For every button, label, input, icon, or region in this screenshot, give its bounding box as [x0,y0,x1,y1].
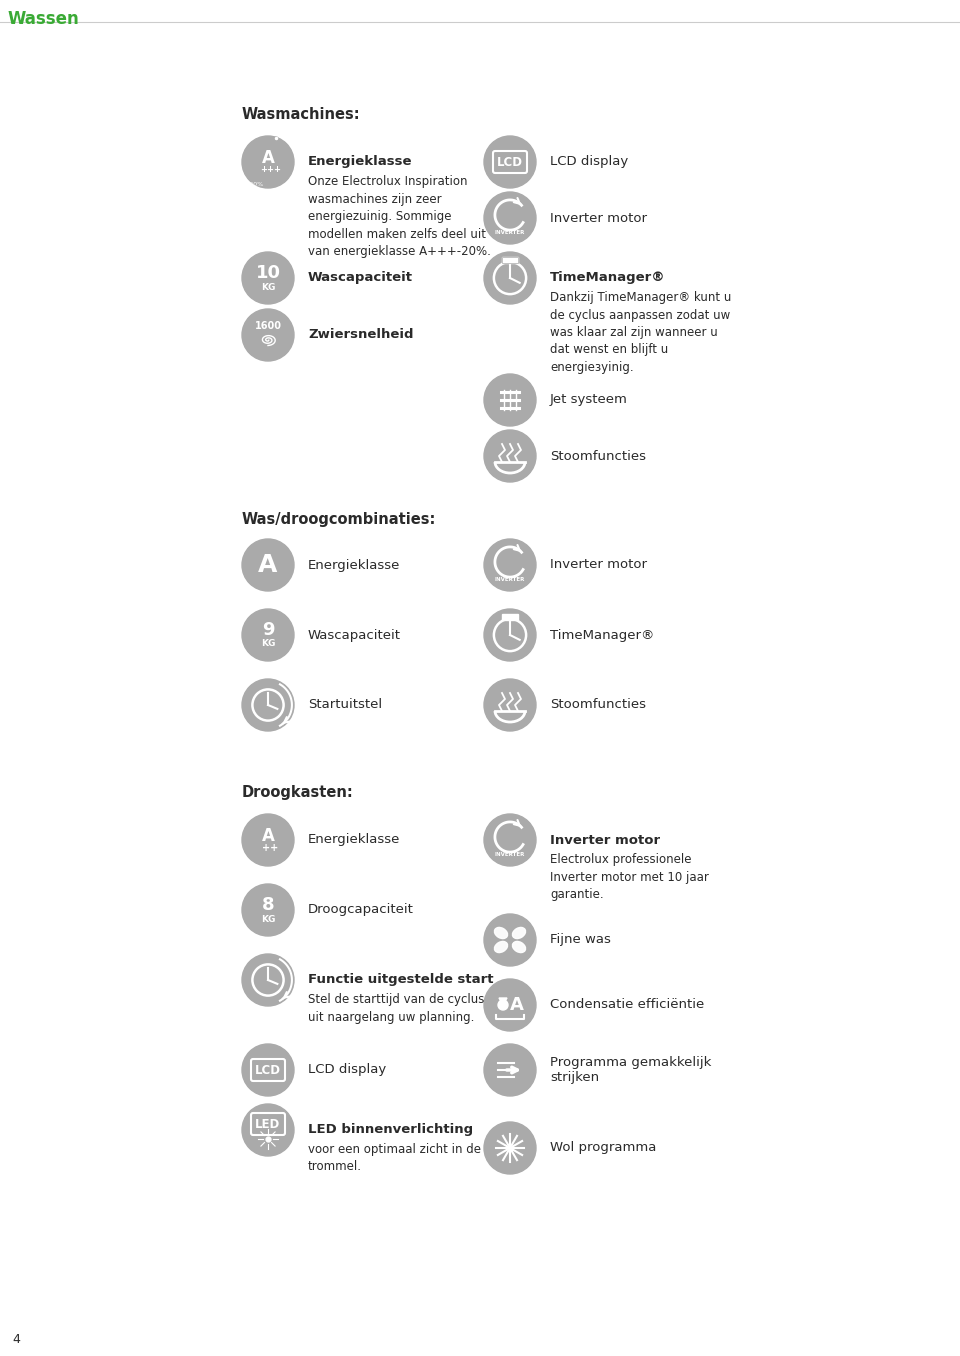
Text: -20%: -20% [248,182,264,187]
Circle shape [484,430,536,481]
Text: LED: LED [255,1117,280,1131]
Circle shape [242,252,294,304]
Text: Zwiersnelheid: Zwiersnelheid [308,328,414,342]
Text: Inverter motor: Inverter motor [550,834,660,846]
Circle shape [242,955,294,1006]
Text: Wascapaciteit: Wascapaciteit [308,271,413,285]
Text: KG: KG [261,640,276,648]
Text: Programma gemakkelijk
strijken: Programma gemakkelijk strijken [550,1056,711,1083]
Text: Stoomfuncties: Stoomfuncties [550,698,646,712]
Circle shape [242,679,294,731]
Text: 1600: 1600 [254,321,281,331]
Circle shape [484,814,536,866]
Text: 10: 10 [255,264,280,282]
Text: Functie uitgestelde start: Functie uitgestelde start [308,974,493,987]
Circle shape [242,309,294,361]
Circle shape [484,374,536,426]
Circle shape [242,1104,294,1157]
Text: Wol programma: Wol programma [550,1142,657,1154]
FancyBboxPatch shape [493,151,527,174]
Circle shape [484,679,536,731]
Text: Stoomfuncties: Stoomfuncties [550,449,646,462]
Text: Onze Electrolux Inspiration
wasmachines zijn zeer
energiezuinig. Sommige
modelle: Onze Electrolux Inspiration wasmachines … [308,175,491,258]
Text: Droogcapaciteit: Droogcapaciteit [308,903,414,917]
Text: Inverter motor: Inverter motor [550,559,647,571]
Text: INVERTER: INVERTER [494,576,525,582]
FancyBboxPatch shape [251,1059,285,1081]
Text: LCD: LCD [497,156,523,168]
Ellipse shape [513,928,525,938]
Text: LCD display: LCD display [550,156,628,168]
Text: Wassen: Wassen [8,9,80,28]
Text: Was/droogcombinaties:: Was/droogcombinaties: [242,513,437,527]
Circle shape [484,136,536,188]
Text: Wascapaciteit: Wascapaciteit [308,628,401,641]
Text: Fijne was: Fijne was [550,933,611,946]
Text: 4: 4 [12,1333,20,1347]
Circle shape [242,136,294,188]
Text: Energieklasse: Energieklasse [308,834,400,846]
Circle shape [242,1044,294,1096]
Text: KG: KG [261,282,276,292]
Text: 8: 8 [262,896,275,914]
Text: INVERTER: INVERTER [494,229,525,235]
Circle shape [242,609,294,660]
Circle shape [484,538,536,591]
Circle shape [484,914,536,965]
Circle shape [242,814,294,866]
Text: LED binnenverlichting: LED binnenverlichting [308,1124,473,1136]
Text: A: A [261,149,275,167]
Text: Stel de starttijd van de cyclus
uit naargelang uw planning.: Stel de starttijd van de cyclus uit naar… [308,993,485,1024]
Circle shape [484,979,536,1031]
Text: 9: 9 [262,621,275,639]
Circle shape [484,193,536,244]
Text: Droogkasten:: Droogkasten: [242,785,353,800]
Text: A: A [258,553,277,578]
Text: Wasmachines:: Wasmachines: [242,107,361,122]
Circle shape [484,252,536,304]
Ellipse shape [494,928,508,938]
Text: Dankzij TimeManager® kunt u
de cyclus aanpassen zodat uw
was klaar zal zijn wann: Dankzij TimeManager® kunt u de cyclus aa… [550,292,732,374]
Text: +++: +++ [260,165,281,175]
Circle shape [242,538,294,591]
Bar [502,256,518,263]
Text: Jet systeem: Jet systeem [550,393,628,407]
Text: Inverter motor: Inverter motor [550,212,647,225]
Bar [502,256,518,263]
Text: Condensatie efficiëntie: Condensatie efficiëntie [550,998,705,1012]
Bar [502,614,518,620]
Ellipse shape [513,941,525,952]
Text: Electrolux professionele
Inverter motor met 10 jaar
garantie.: Electrolux professionele Inverter motor … [550,853,708,900]
Text: A: A [261,827,275,845]
Text: Energieklasse: Energieklasse [308,156,413,168]
Text: voor een optimaal zicht in de
trommel.: voor een optimaal zicht in de trommel. [308,1143,481,1173]
Ellipse shape [494,941,508,952]
Circle shape [484,1044,536,1096]
Circle shape [498,999,508,1010]
Text: ++: ++ [262,843,278,853]
Circle shape [242,884,294,936]
Text: LCD display: LCD display [308,1063,386,1077]
Text: TimeManager®: TimeManager® [550,271,665,285]
Text: Energieklasse: Energieklasse [308,559,400,571]
Text: TimeManager®: TimeManager® [550,628,655,641]
Circle shape [484,1121,536,1174]
Text: LCD: LCD [255,1063,281,1077]
Text: INVERTER: INVERTER [494,852,525,857]
Text: KG: KG [261,914,276,923]
Text: A: A [510,997,524,1014]
Text: Startuitstel: Startuitstel [308,698,382,712]
FancyBboxPatch shape [251,1113,285,1135]
Circle shape [484,609,536,660]
Polygon shape [499,998,507,1005]
